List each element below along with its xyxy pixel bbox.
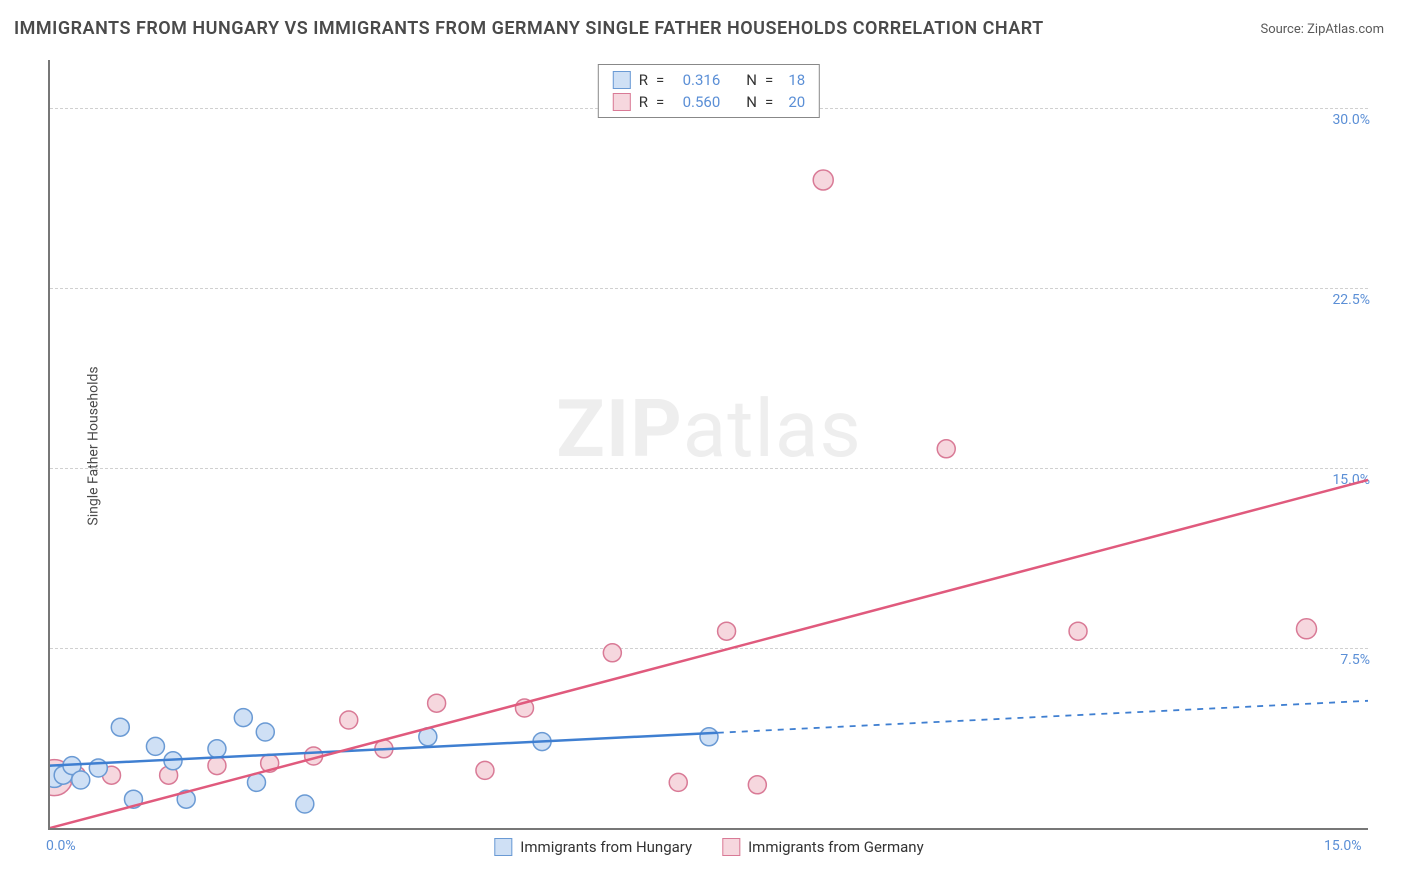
data-point: [718, 622, 736, 640]
r-value-hungary: 0.316: [672, 69, 720, 91]
x-tick-label: 0.0%: [46, 838, 76, 854]
data-point: [428, 694, 446, 712]
swatch-germany-icon: [613, 93, 631, 111]
equals-label: =: [656, 69, 664, 91]
swatch-hungary-icon: [494, 838, 512, 856]
data-point: [208, 740, 226, 758]
plot-area: ZIPatlas R = 0.316 N = 18 R = 0.560 N =: [48, 60, 1368, 830]
chart-container: IMMIGRANTS FROM HUNGARY VS IMMIGRANTS FR…: [0, 0, 1406, 892]
legend-item-germany: Immigrants from Germany: [722, 838, 924, 856]
source-site: ZipAtlas.com: [1307, 22, 1384, 37]
plot-svg: [50, 60, 1368, 828]
data-point: [111, 718, 129, 736]
data-point: [700, 728, 718, 746]
legend-label-germany: Immigrants from Germany: [748, 838, 924, 856]
data-point: [72, 771, 90, 789]
data-point: [937, 440, 955, 458]
legend-item-hungary: Immigrants from Hungary: [494, 838, 692, 856]
data-point: [146, 737, 164, 755]
r-value-germany: 0.560: [672, 91, 720, 113]
swatch-germany-icon: [722, 838, 740, 856]
legend-row-germany: R = 0.560 N = 20: [613, 91, 805, 113]
data-point: [476, 761, 494, 779]
data-point: [256, 723, 274, 741]
n-label: N: [746, 69, 757, 91]
legend-label-hungary: Immigrants from Hungary: [520, 838, 692, 856]
equals-label: =: [656, 91, 664, 113]
r-label: R: [639, 69, 648, 91]
legend-series: Immigrants from Hungary Immigrants from …: [494, 838, 923, 856]
trend-line: [50, 480, 1368, 828]
data-point: [208, 757, 226, 775]
equals-label-2: =: [765, 69, 773, 91]
legend-correlation: R = 0.316 N = 18 R = 0.560 N = 20: [598, 64, 820, 118]
source-label: Source:: [1260, 22, 1307, 37]
x-tick-label: 15.0%: [1324, 838, 1362, 854]
swatch-hungary-icon: [613, 71, 631, 89]
data-point: [340, 711, 358, 729]
n-label: N: [746, 91, 757, 113]
data-point: [296, 795, 314, 813]
trend-line-extrapolated: [718, 701, 1368, 733]
n-value-hungary: 18: [781, 69, 805, 91]
data-point: [1069, 622, 1087, 640]
source-credit: Source: ZipAtlas.com: [1260, 22, 1384, 37]
data-point: [603, 644, 621, 662]
chart-title: IMMIGRANTS FROM HUNGARY VS IMMIGRANTS FR…: [14, 18, 1044, 39]
equals-label-2: =: [765, 91, 773, 113]
r-label: R: [639, 91, 648, 113]
data-point: [234, 709, 252, 727]
data-point: [1296, 619, 1316, 639]
data-point: [748, 776, 766, 794]
legend-row-hungary: R = 0.316 N = 18: [613, 69, 805, 91]
data-point: [669, 773, 687, 791]
data-point: [813, 170, 833, 190]
n-value-germany: 20: [781, 91, 805, 113]
